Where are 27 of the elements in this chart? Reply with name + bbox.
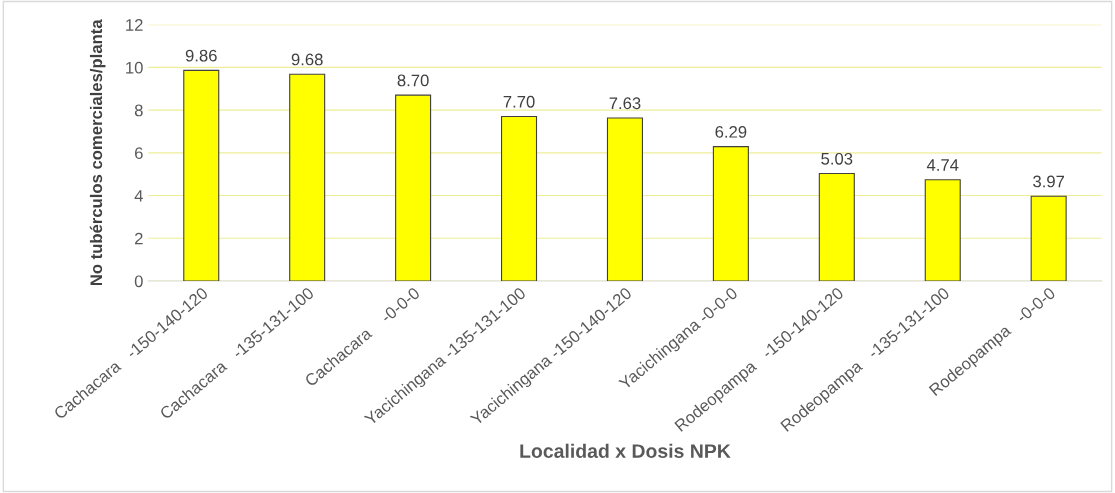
data-label: 4.74 <box>926 159 959 171</box>
x-axis-title: Localidad x Dosis NPK <box>520 443 731 458</box>
data-label: 6.29 <box>715 125 747 138</box>
bar <box>1030 195 1067 282</box>
bar <box>924 179 961 282</box>
data-label: 8.70 <box>397 74 429 87</box>
y-tick-label: 12 <box>126 19 143 31</box>
data-label: 3.97 <box>1033 175 1065 188</box>
bar <box>500 115 538 282</box>
y-tick-label: 0 <box>134 275 143 288</box>
y-tick-label: 6 <box>135 147 143 160</box>
data-label: 7.70 <box>503 95 535 108</box>
bar <box>183 69 220 282</box>
data-label: 9.86 <box>185 49 217 62</box>
bar <box>289 73 326 282</box>
bar <box>606 117 643 282</box>
bar <box>395 94 432 282</box>
bar <box>818 172 855 282</box>
y-axis-title: No tubérculos comerciales/planta <box>89 19 106 286</box>
data-label: 9.68 <box>291 53 323 66</box>
y-tick-label: 10 <box>126 61 143 74</box>
data-label: 5.03 <box>821 152 853 165</box>
bar <box>712 146 749 282</box>
data-label: 7.63 <box>609 97 641 110</box>
y-tick-label: 4 <box>134 190 143 202</box>
y-tick-label: 2 <box>135 232 143 245</box>
y-tick-label: 8 <box>134 104 143 117</box>
